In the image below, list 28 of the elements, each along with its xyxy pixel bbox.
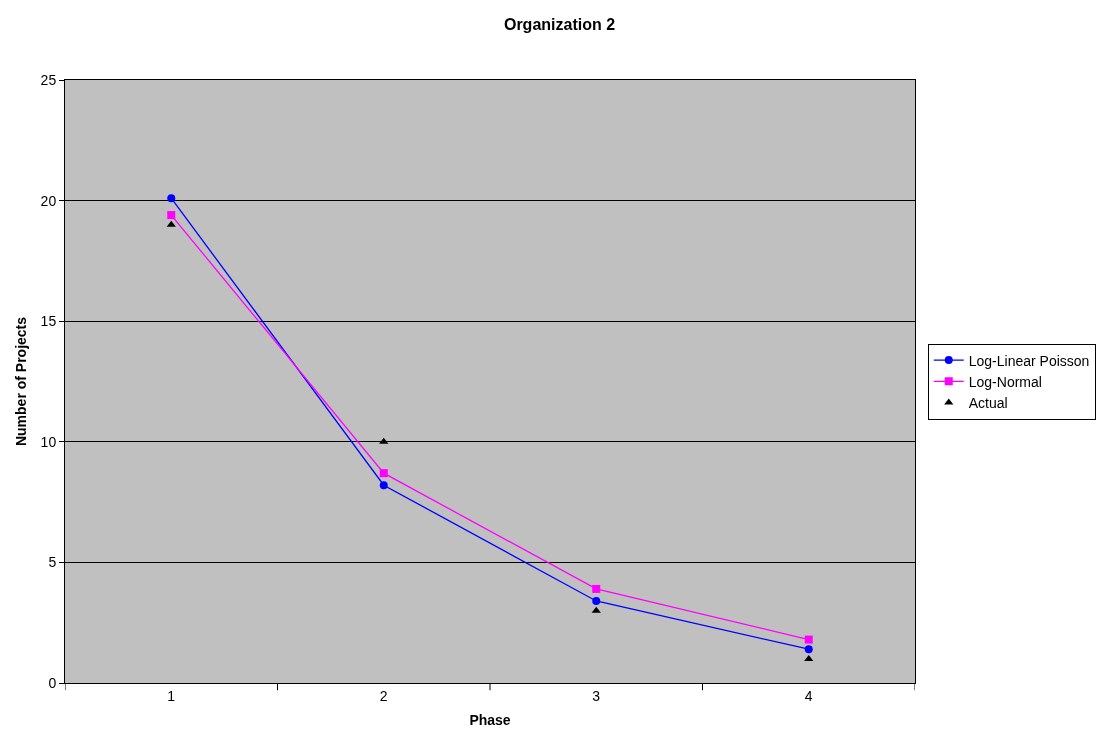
y-tick-label: 15	[40, 313, 57, 330]
point	[379, 481, 388, 490]
point	[166, 220, 176, 227]
y-tick-label: 25	[40, 71, 57, 88]
point	[591, 606, 601, 613]
point	[804, 635, 813, 644]
point	[592, 596, 601, 605]
point	[167, 211, 176, 220]
y-tick-label: 10	[40, 433, 57, 450]
point	[167, 194, 176, 203]
y-tick-label: 0	[48, 674, 57, 691]
point	[379, 437, 389, 444]
y-axis-title: Number of Projects	[13, 316, 30, 447]
legend-label: Actual	[968, 394, 1008, 411]
point	[379, 469, 388, 478]
x-tick-label: 1	[167, 687, 176, 704]
legend-label: Log-Linear Poisson	[968, 352, 1090, 369]
x-axis-title: Phase	[469, 712, 511, 729]
point	[592, 584, 601, 593]
chart-title: Organization 2	[503, 15, 616, 33]
x-tick-label: 2	[379, 687, 388, 704]
legend-label: Log-Normal	[968, 373, 1042, 390]
x-tick-label: 4	[804, 687, 813, 704]
y-tick-label: 5	[48, 554, 57, 571]
x-tick-label: 3	[592, 687, 601, 704]
point	[804, 645, 813, 654]
point	[804, 654, 814, 661]
y-tick-label: 20	[40, 192, 57, 209]
